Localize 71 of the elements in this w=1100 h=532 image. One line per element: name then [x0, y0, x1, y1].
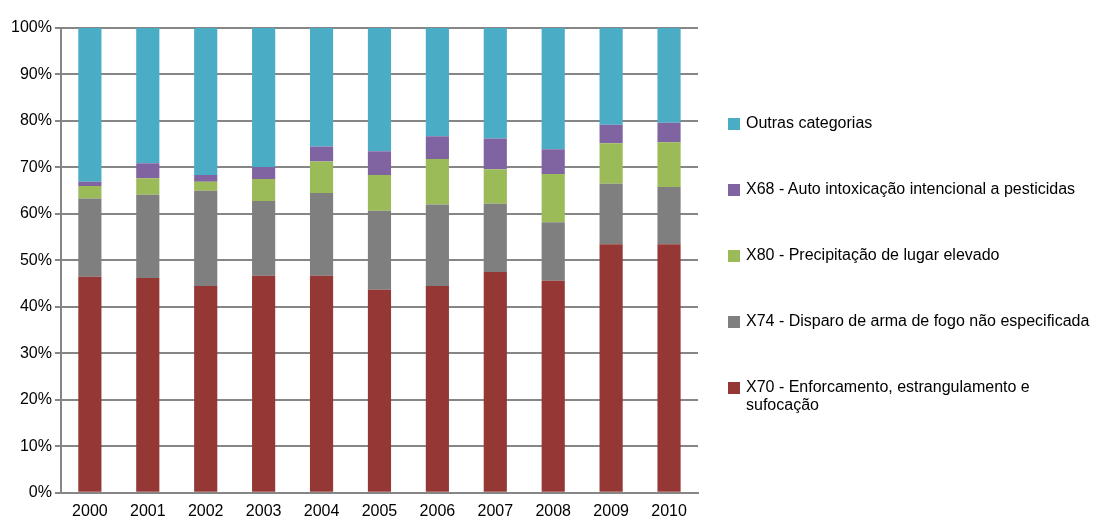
- x-tick-label: 2005: [361, 501, 398, 519]
- bar: [78, 181, 102, 187]
- legend-label: X80 - Precipitação de lugar elevado: [746, 246, 1000, 264]
- x-tick-label: 2001: [130, 501, 166, 519]
- y-tick-label: 10%: [19, 436, 52, 454]
- bar: [425, 159, 449, 205]
- bar: [252, 179, 276, 201]
- bar: [541, 28, 565, 150]
- bar: [136, 278, 160, 492]
- x-tick-label: 2010: [651, 501, 687, 519]
- bar: [194, 181, 218, 191]
- bar: [599, 143, 623, 184]
- y-tick-label: 20%: [19, 390, 52, 408]
- bar: [541, 280, 565, 492]
- bar: [194, 28, 218, 175]
- bar: [136, 28, 160, 164]
- x-tick-label: 2006: [419, 501, 456, 519]
- x-tick-label: 2009: [593, 501, 630, 519]
- bar: [194, 174, 218, 182]
- bar: [252, 166, 276, 180]
- x-tick-label: 2004: [303, 501, 340, 519]
- bar: [599, 28, 623, 125]
- y-tick-label: 100%: [11, 18, 52, 36]
- bar: [425, 28, 449, 137]
- y-tick-label: 40%: [19, 297, 52, 315]
- bar: [309, 275, 334, 492]
- bar: [78, 28, 102, 182]
- y-tick-label: 80%: [19, 111, 52, 129]
- x-tick-label: 2002: [187, 501, 224, 519]
- bar: [136, 163, 160, 179]
- bar: [425, 285, 449, 492]
- bar: [78, 276, 102, 492]
- bar: [367, 289, 392, 492]
- legend-label: X70 - Enforcamento, estrangulamento e sufocação: [746, 378, 1031, 414]
- bar: [599, 124, 623, 144]
- bar: [657, 122, 681, 143]
- bar: [483, 28, 507, 139]
- y-tick-label: 0%: [28, 483, 52, 501]
- x-tick-label: 2003: [245, 501, 282, 519]
- bar: [657, 142, 681, 187]
- y-tick-label: 60%: [19, 204, 52, 222]
- bar: [309, 146, 334, 162]
- x-tick-label: 2008: [535, 501, 572, 519]
- legend-label: X68 - Auto intoxicação intencional a pesticidas: [746, 180, 1076, 198]
- bar: [541, 173, 565, 223]
- y-tick-label: 30%: [19, 343, 52, 361]
- bar: [136, 178, 160, 195]
- bar: [367, 174, 392, 211]
- bar: [483, 169, 507, 204]
- bar: [599, 244, 623, 492]
- bar: [657, 28, 681, 123]
- bar: [483, 272, 507, 492]
- bar: [657, 244, 681, 492]
- x-tick-label: 2007: [477, 501, 514, 519]
- legend-label: X74 - Disparo de arma de fogo não especificada: [746, 312, 1090, 330]
- bar: [78, 186, 102, 199]
- bar: [541, 149, 565, 174]
- bar: [252, 28, 276, 167]
- bar: [367, 151, 392, 175]
- y-tick-label: 90%: [19, 64, 52, 82]
- y-tick-label: 70%: [19, 157, 52, 175]
- bar: [194, 285, 218, 492]
- bar: [309, 161, 334, 193]
- bar: [309, 28, 334, 147]
- bar: [483, 138, 507, 170]
- bar: [367, 28, 392, 152]
- legend-label: Outras categorias: [746, 114, 873, 132]
- y-tick-label: 50%: [19, 250, 52, 268]
- x-tick-label: 2000: [72, 501, 108, 519]
- bar: [252, 275, 276, 492]
- bar: [425, 136, 449, 160]
